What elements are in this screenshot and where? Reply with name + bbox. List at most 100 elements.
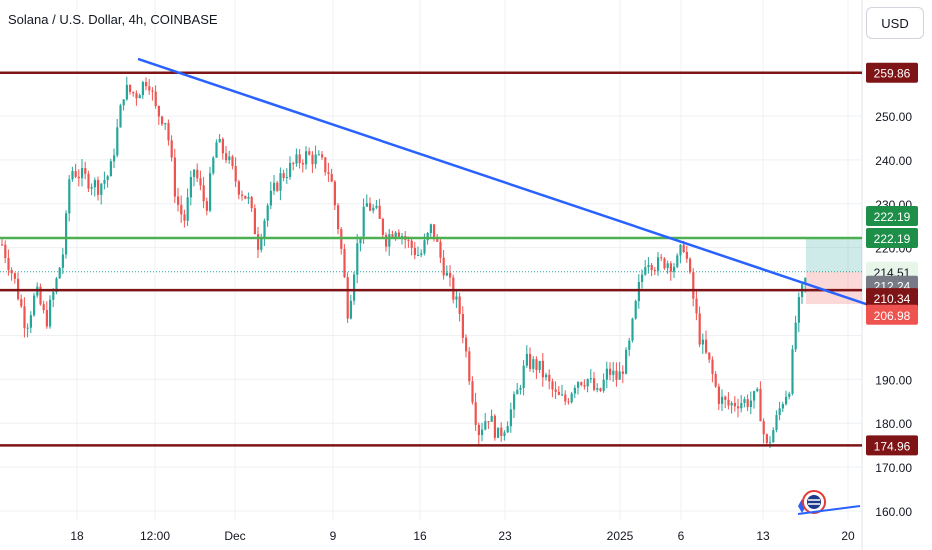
candle-body <box>154 91 157 107</box>
candle-body <box>202 185 205 202</box>
price-label-box <box>866 206 918 227</box>
candle-body <box>449 272 452 278</box>
candle-body <box>522 365 525 388</box>
candle-body <box>74 171 77 177</box>
candle-body <box>673 266 676 272</box>
candle-body <box>55 278 58 293</box>
candle-body <box>781 404 784 409</box>
currency-button[interactable]: USD <box>866 7 924 39</box>
candle-body <box>788 393 791 397</box>
candle-body <box>61 254 64 268</box>
price-label-box <box>866 435 918 456</box>
candle-body <box>433 224 436 238</box>
candle-body <box>225 153 228 161</box>
price-label-text: 174.96 <box>874 439 911 453</box>
candle-body <box>621 371 624 374</box>
candle-body <box>10 269 13 274</box>
candle-body <box>372 207 375 211</box>
candle-body <box>724 396 727 400</box>
candle-body <box>749 400 752 408</box>
candle-body <box>269 190 272 206</box>
candle-body <box>132 91 135 94</box>
candle-body <box>468 351 471 382</box>
candle-body <box>241 194 244 196</box>
candle-body <box>436 237 439 242</box>
x-tick-label: 2025 <box>607 529 634 543</box>
candle-body <box>161 116 164 125</box>
target-zone <box>806 238 862 272</box>
candle-body <box>109 161 112 177</box>
candle-body <box>273 182 276 191</box>
candle-body <box>13 273 16 279</box>
price-labels: 222.19222.19214.5102:00:33212.24210.3420… <box>866 62 918 456</box>
candle-body <box>173 157 176 197</box>
candle-body <box>634 301 637 319</box>
candle-body <box>452 277 455 300</box>
candle-body <box>797 297 800 323</box>
candle-body <box>695 298 698 314</box>
candle-body <box>641 274 644 282</box>
candle-body <box>90 187 93 189</box>
candle-body <box>698 313 701 345</box>
candle-body <box>551 381 554 390</box>
candle-body <box>794 322 797 350</box>
x-tick-label: 18 <box>70 529 84 543</box>
candle-body <box>138 95 141 99</box>
candle-body <box>167 123 170 141</box>
candle-body <box>612 370 615 375</box>
price-label-box <box>866 288 918 309</box>
candle-body <box>513 394 516 410</box>
candle-body <box>100 183 103 195</box>
candle-body <box>177 196 180 205</box>
candle-body <box>423 240 426 254</box>
candle-body <box>653 270 656 272</box>
candle-body <box>631 318 634 341</box>
candle-body <box>628 340 631 350</box>
y-tick-label: 180.00 <box>875 417 912 431</box>
candle-body <box>727 399 730 406</box>
candle-body <box>426 232 429 241</box>
candle-body <box>362 206 365 237</box>
candle-body <box>525 353 528 366</box>
candle-body <box>369 203 372 211</box>
candle-body <box>20 299 23 307</box>
candle-body <box>157 106 160 117</box>
candle-body <box>321 154 324 158</box>
candle-body <box>532 359 535 369</box>
candle-body <box>769 442 772 444</box>
candle-body <box>349 300 352 319</box>
candle-body <box>545 374 548 378</box>
candle-body <box>141 81 144 96</box>
candle-body <box>45 310 48 327</box>
horizontal-levels <box>0 71 862 447</box>
candle-body <box>519 387 522 390</box>
candle-body <box>721 396 724 404</box>
candle-body <box>285 177 288 179</box>
candle-body <box>58 267 61 279</box>
candle-body <box>474 402 477 425</box>
price-label-box <box>866 304 918 325</box>
candle-body <box>660 257 663 259</box>
candle-body <box>93 180 96 188</box>
candle-body <box>401 236 404 238</box>
candle-body <box>49 299 52 327</box>
tradingview-logo-icon[interactable] <box>792 484 862 520</box>
candle-body <box>388 234 391 247</box>
candle-body <box>775 415 778 431</box>
candle-body <box>481 429 484 436</box>
x-tick-label: 20 <box>841 529 855 543</box>
candle-body <box>410 240 413 248</box>
candle-body <box>669 263 672 272</box>
candle-body <box>119 105 122 128</box>
candle-body <box>471 381 474 403</box>
candle-body <box>618 371 621 380</box>
candle-body <box>359 236 362 244</box>
candle-body <box>733 402 736 407</box>
candle-body <box>365 203 368 207</box>
candle-body <box>746 399 749 408</box>
candle-body <box>289 162 292 178</box>
candle-body <box>493 415 496 438</box>
candle-body <box>685 251 688 259</box>
candle-body <box>737 406 740 409</box>
